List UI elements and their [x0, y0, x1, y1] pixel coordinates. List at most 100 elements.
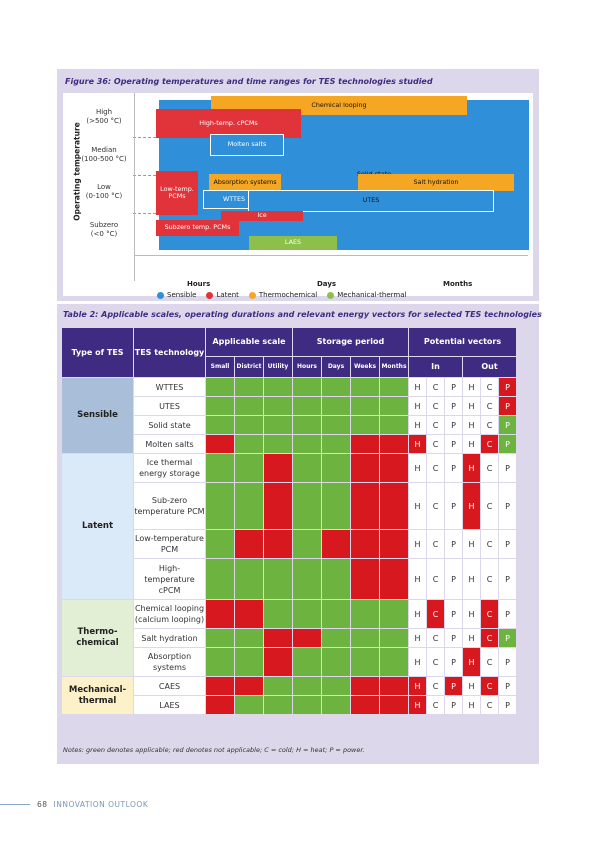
- header-hours: Hours: [293, 357, 321, 377]
- vector-cell: C: [427, 600, 444, 628]
- not-applicable-cell: [264, 648, 292, 676]
- applicable-cell: [206, 397, 234, 415]
- vector-cell: H: [409, 397, 426, 415]
- not-applicable-cell: [235, 600, 263, 628]
- vector-cell: P: [445, 397, 462, 415]
- vector-cell: P: [499, 454, 516, 482]
- tech-cell: Salt hydration: [134, 629, 205, 647]
- x-label-months: Months: [443, 280, 473, 288]
- table-row: Solid state H C P H C P: [62, 416, 516, 434]
- vector-cell: H: [409, 696, 426, 714]
- vector-cell: H: [463, 696, 480, 714]
- legend-item: Thermochemical: [248, 291, 317, 299]
- applicable-cell: [322, 559, 350, 599]
- vector-cell: P: [499, 530, 516, 558]
- table-row: Salt hydration H C P H C P: [62, 629, 516, 647]
- bar-molten-salts: Molten salts: [210, 134, 284, 156]
- not-applicable-cell: [351, 696, 379, 714]
- applicable-cell: [293, 530, 321, 558]
- applicable-cell: [293, 600, 321, 628]
- applicable-cell: [235, 397, 263, 415]
- not-applicable-cell: [380, 696, 408, 714]
- not-applicable-cell: [235, 530, 263, 558]
- vector-cell: P: [499, 397, 516, 415]
- applicable-cell: [293, 397, 321, 415]
- not-applicable-cell: [322, 530, 350, 558]
- not-applicable-cell: [351, 483, 379, 529]
- table-row: Latent Ice thermal energy storage H C P H C P: [62, 454, 516, 599]
- header-period: Storage period: [293, 328, 408, 356]
- vector-cell: H: [463, 454, 480, 482]
- legend-item: Mechanical-thermal: [327, 291, 406, 299]
- vector-cell: C: [481, 696, 498, 714]
- not-applicable-cell: [264, 530, 292, 558]
- tech-cell: Chemical looping (calcium looping): [134, 600, 205, 628]
- tech-cell: High-temperature cPCM: [134, 559, 205, 599]
- vector-cell: C: [481, 530, 498, 558]
- applicable-cell: [235, 696, 263, 714]
- footer-rule: [0, 804, 30, 805]
- applicable-cell: [293, 416, 321, 434]
- vector-cell: C: [481, 416, 498, 434]
- table-row: UTES H C P H C P: [62, 397, 516, 415]
- vector-cell: H: [409, 530, 426, 558]
- applicable-cell: [380, 648, 408, 676]
- applicable-cell: [235, 435, 263, 453]
- vector-cell: P: [445, 600, 462, 628]
- not-applicable-cell: [206, 435, 234, 453]
- header-out: Out: [463, 357, 516, 377]
- page-number: 68: [37, 800, 48, 809]
- vector-cell: H: [409, 416, 426, 434]
- applicable-cell: [235, 559, 263, 599]
- not-applicable-cell: [264, 454, 292, 482]
- applicable-cell: [264, 397, 292, 415]
- y-axis-title: Operating temperature: [72, 122, 82, 221]
- header-utility: Utility: [264, 357, 292, 377]
- applicable-cell: [206, 530, 234, 558]
- table-body: Sensible WTTES H C P H C P UTES H C P H C P Solid state…: [62, 378, 516, 714]
- not-applicable-cell: [380, 435, 408, 453]
- applicable-cell: [322, 454, 350, 482]
- vector-cell: H: [409, 559, 426, 599]
- not-applicable-cell: [235, 677, 263, 695]
- vector-cell: H: [463, 435, 480, 453]
- tech-cell: WTTES: [134, 378, 205, 396]
- applicable-cell: [264, 600, 292, 628]
- legend-item: Latent: [206, 291, 239, 299]
- vector-cell: P: [499, 696, 516, 714]
- vector-cell: C: [427, 435, 444, 453]
- vector-cell: C: [481, 600, 498, 628]
- applicable-cell: [293, 696, 321, 714]
- vector-cell: H: [409, 483, 426, 529]
- vector-cell: C: [427, 629, 444, 647]
- vector-cell: H: [463, 416, 480, 434]
- applicable-cell: [235, 483, 263, 529]
- applicable-cell: [322, 416, 350, 434]
- applicable-cell: [322, 397, 350, 415]
- table-row: Sensible WTTES H C P H C P: [62, 378, 516, 453]
- table-row: Mechanical-thermal CAES H C P H C P: [62, 677, 516, 714]
- applicable-cell: [351, 378, 379, 396]
- bar-absorption-systems: Absorption systems: [209, 174, 281, 191]
- vector-cell: P: [445, 559, 462, 599]
- applicable-cell: [206, 483, 234, 529]
- page-footer: 68 INNOVATION OUTLOOK: [37, 800, 148, 809]
- vector-cell: C: [427, 530, 444, 558]
- not-applicable-cell: [380, 483, 408, 529]
- vector-cell: H: [463, 677, 480, 695]
- vector-cell: P: [445, 378, 462, 396]
- bar-utes: UTES: [248, 190, 494, 212]
- bar-salt-hydration: Salt hydration: [358, 174, 514, 191]
- applicable-cell: [322, 696, 350, 714]
- vector-cell: P: [445, 530, 462, 558]
- header-in: In: [409, 357, 462, 377]
- legend: Sensible Latent Thermochemical Mechanica…: [157, 291, 406, 299]
- header-weeks: Weeks: [351, 357, 379, 377]
- not-applicable-cell: [206, 696, 234, 714]
- vector-cell: C: [427, 677, 444, 695]
- applicable-cell: [293, 435, 321, 453]
- not-applicable-cell: [264, 483, 292, 529]
- vector-cell: C: [481, 648, 498, 676]
- applicable-cell: [206, 454, 234, 482]
- vector-cell: H: [463, 600, 480, 628]
